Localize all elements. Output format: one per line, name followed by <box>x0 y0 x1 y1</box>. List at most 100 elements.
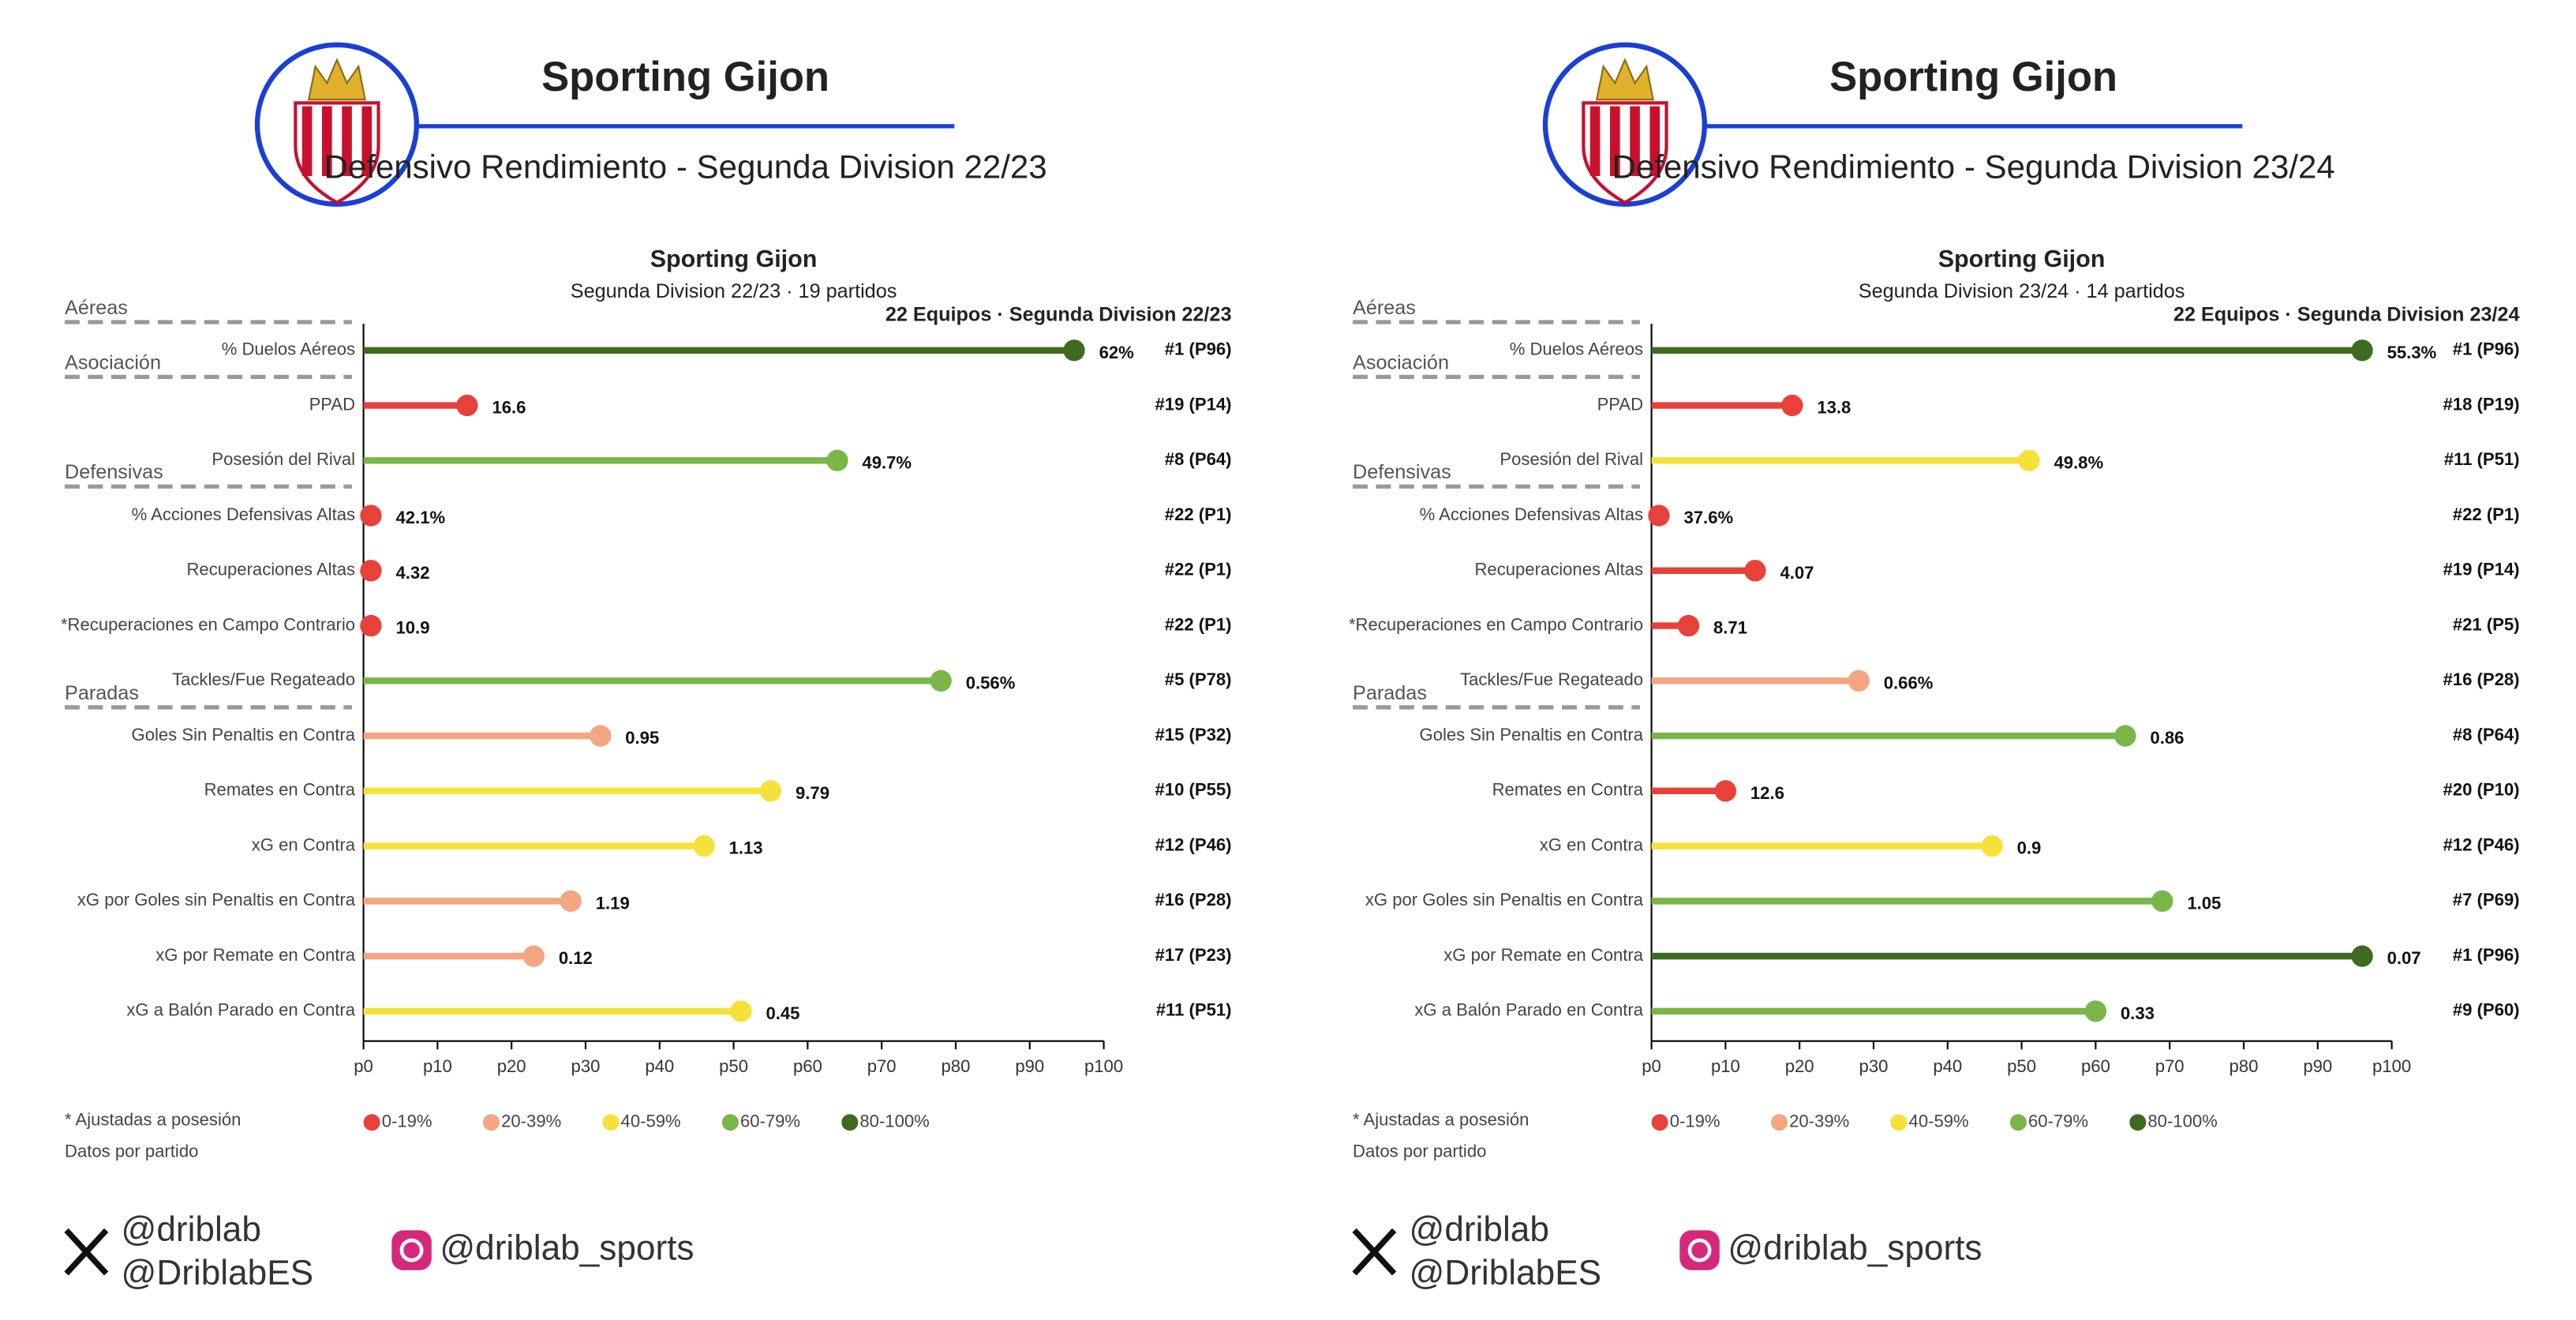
category-label: xG por Remate en Contra <box>155 945 356 965</box>
rank-label: #19 (P14) <box>1155 394 1232 414</box>
rank-label: #17 (P23) <box>1155 945 1232 965</box>
category-label: PPAD <box>309 394 355 414</box>
x-tick-label: p60 <box>793 1056 822 1076</box>
legend-label: 0-19% <box>1670 1112 1720 1131</box>
metric-label: 1.13 <box>729 838 763 858</box>
category-label: Goles Sin Penaltis en Contra <box>132 725 356 744</box>
metric-label: 8.71 <box>1713 618 1747 638</box>
instagram-lens <box>1687 1238 1712 1262</box>
metric-label: 55.3% <box>2387 343 2437 362</box>
instagram-handle: @driblab_sports <box>440 1228 694 1267</box>
legend-label: 80-100% <box>859 1112 929 1131</box>
lollipop-dot <box>2151 890 2174 913</box>
plot-title: Sporting Gijon <box>1938 246 2106 272</box>
x-logo <box>1352 1228 1397 1276</box>
lollipop-dot <box>1063 339 1085 362</box>
lollipop-dot <box>560 890 582 913</box>
legend-swatch <box>721 1114 739 1131</box>
title: Sporting Gijon <box>541 54 829 100</box>
metric-label: 16.6 <box>492 398 526 418</box>
legend-swatch <box>841 1114 859 1131</box>
metric-label: 0.07 <box>2387 948 2421 968</box>
x-tick-label: p20 <box>497 1056 526 1076</box>
category-label: PPAD <box>1597 394 1643 414</box>
category-label: Recuperaciones Altas <box>186 560 355 579</box>
rank-header: 22 Equipos · Segunda Division 23/24 <box>2174 303 2520 325</box>
subtitle: Defensivo Rendimiento - Segunda Division… <box>324 148 1046 186</box>
x-tick-label: p40 <box>645 1056 674 1076</box>
metric-label: 37.6% <box>1684 508 1734 527</box>
x-tick-label: p70 <box>2155 1056 2185 1076</box>
group-label: Paradas <box>65 682 139 704</box>
metric-label: 4.07 <box>1780 563 1814 583</box>
rank-label: #5 (P78) <box>1165 669 1232 689</box>
x-logo <box>64 1228 109 1276</box>
legend-label: 80-100% <box>2147 1112 2217 1131</box>
category-label: Posesión del Rival <box>1500 449 1643 469</box>
logo-stripe <box>322 106 332 176</box>
logo-shield <box>294 101 380 205</box>
rank-label: #22 (P1) <box>1165 560 1232 579</box>
rank-label: #1 (P96) <box>2453 945 2520 965</box>
lollipop-dot <box>1714 780 1737 802</box>
rank-label: #12 (P46) <box>2443 834 2520 854</box>
x-tick-label: p90 <box>1015 1056 1044 1076</box>
rank-label: #22 (P1) <box>1165 614 1232 634</box>
metric-label: 10.9 <box>396 618 430 638</box>
metric-label: 49.7% <box>862 452 912 472</box>
plot-subtitle: Segunda Division 23/24 · 14 partidos <box>1859 280 2185 302</box>
metric-label: 1.19 <box>596 893 630 913</box>
legend-swatch <box>2129 1114 2147 1131</box>
metric-label: 0.56% <box>966 673 1016 692</box>
rank-label: #8 (P64) <box>1165 449 1232 469</box>
lollipop-dot <box>590 725 612 747</box>
lollipop-dot <box>2351 945 2373 967</box>
x-tick-label: p90 <box>2303 1056 2332 1076</box>
x-tick-label: p70 <box>867 1056 897 1076</box>
rank-label: #22 (P1) <box>2453 504 2520 524</box>
x-tick-label: p50 <box>2007 1056 2036 1076</box>
rank-label: #11 (P51) <box>2444 449 2520 469</box>
rank-label: #18 (P19) <box>2443 394 2520 414</box>
lollipop-dot <box>1744 560 1766 582</box>
category-label: % Duelos Aéreos <box>1510 339 1643 359</box>
x-tick-label: p100 <box>1084 1056 1123 1076</box>
metric-label: 12.6 <box>1750 783 1784 803</box>
lollipop-dot <box>1781 394 1803 417</box>
title: Sporting Gijon <box>1829 54 2117 100</box>
lollipop-dot <box>759 780 782 802</box>
legend-swatch <box>483 1114 500 1131</box>
category-label: Tackles/Fue Regateado <box>1460 669 1643 689</box>
logo-shield <box>1582 101 1668 205</box>
legend-label: 60-79% <box>740 1112 800 1131</box>
rank-label: #7 (P69) <box>2453 890 2520 909</box>
subtitle: Defensivo Rendimiento - Segunda Division… <box>1612 148 2334 186</box>
logo-stripe <box>301 106 313 176</box>
x-tick-label: p60 <box>2081 1056 2110 1076</box>
legend-label: 0-19% <box>382 1112 432 1131</box>
lollipop-dot <box>2084 1000 2107 1022</box>
rank-label: #16 (P28) <box>1155 890 1232 909</box>
x-tick-label: p30 <box>1859 1056 1889 1076</box>
lollipop-dot <box>456 394 478 417</box>
category-label: xG en Contra <box>1540 834 1644 854</box>
plot-subtitle: Segunda Division 22/23 · 19 partidos <box>571 280 897 302</box>
lollipop-dot <box>930 669 952 692</box>
category-label: xG por Remate en Contra <box>1443 945 1644 965</box>
metric-label: 4.32 <box>396 563 430 583</box>
metric-label: 0.9 <box>2017 838 2042 858</box>
lollipop-dot <box>2351 339 2373 362</box>
metric-label: 13.8 <box>1817 398 1851 418</box>
instagram-logo <box>391 1230 432 1270</box>
lollipop-dot <box>1648 504 1670 527</box>
group-label: Aéreas <box>65 297 128 319</box>
legend-label: 20-39% <box>501 1112 561 1131</box>
x-handle: @driblab <box>122 1210 261 1249</box>
metric-label: 49.8% <box>2054 452 2103 472</box>
metric-label: 1.05 <box>2187 893 2221 913</box>
category-label: *Recuperaciones en Campo Contrario <box>1349 614 1643 634</box>
logo-stripe <box>1589 106 1601 176</box>
legend-swatch <box>2009 1114 2027 1131</box>
panel: Sporting Gijon Defensivo Rendimiento - Se… <box>1349 42 2520 1292</box>
